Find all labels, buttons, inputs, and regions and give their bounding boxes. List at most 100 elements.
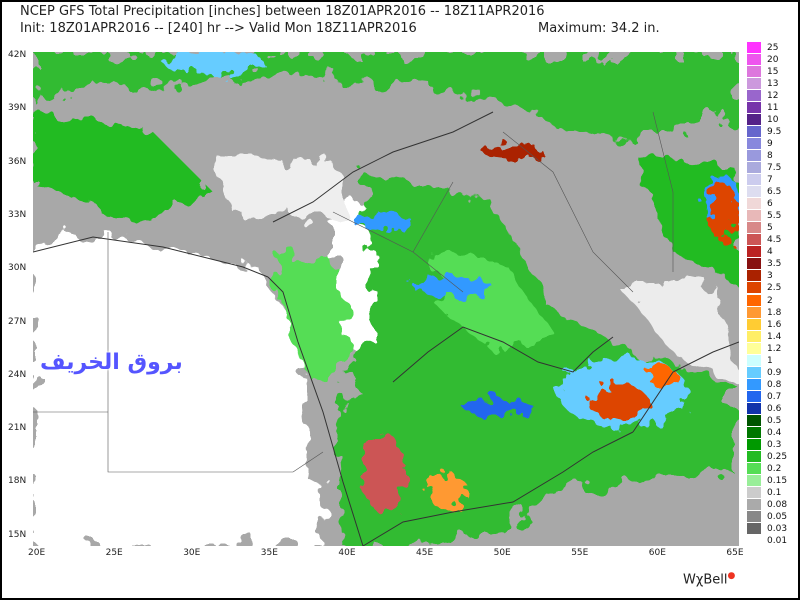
legend-level-label: 1.2 [767,343,782,354]
legend-level-label: 4 [767,247,773,258]
legend-swatch [747,162,761,175]
legend-swatch [747,462,761,475]
legend-level-label: 3.5 [767,259,782,270]
legend-level-label: 0.2 [767,463,782,474]
legend-level-label: 12 [767,91,779,102]
legend-level-label: 10 [767,115,779,126]
lon-label: 65E [726,548,744,558]
lat-label: 39N [8,103,27,114]
legend-level-label: 0.1 [767,487,782,498]
legend-level-label: 13 [767,79,779,90]
lon-label: 45E [416,548,434,558]
legend-swatch [747,102,761,115]
legend-level-label: 0.15 [767,475,788,486]
legend-swatch [747,498,761,511]
legend-swatch [747,378,761,391]
legend-level-label: 3 [767,271,773,282]
lat-label: 15N [8,529,27,540]
brand-text: WχBell [683,572,728,588]
legend-level-label: 6 [767,199,773,210]
legend-level-label: 0.5 [767,415,782,426]
legend-swatch [747,450,761,463]
legend-level-label: 5 [767,223,773,234]
legend-swatch [747,258,761,271]
legend-swatch [747,138,761,151]
legend-swatch [747,54,761,67]
legend-swatch [747,402,761,415]
legend-level-label: 2 [767,295,773,306]
borders [33,111,674,473]
lat-label: 18N [8,476,27,487]
legend-level-label: 0.7 [767,391,782,402]
lat-label: 42N [8,50,27,60]
legend-swatch [747,354,761,367]
lon-label: 20E [28,548,46,558]
legend-swatch [747,186,761,199]
legend-swatch [747,330,761,343]
legend-swatch [747,510,761,523]
legend-level-label: 6.5 [767,187,782,198]
lon-label: 30E [183,548,201,558]
legend-swatch [747,414,761,427]
legend-level-label: 1.6 [767,319,782,330]
legend-swatch [747,78,761,91]
legend-level-label: 0.05 [767,511,788,522]
lon-label: 40E [338,548,356,558]
legend-level-label: 1 [767,355,773,366]
legend-level-label: 0.08 [767,499,788,510]
legend-swatch [747,126,761,139]
legend-swatch [747,90,761,103]
legend-level-label: 15 [767,67,779,78]
legend-swatch [747,438,761,451]
legend-swatch [747,42,761,55]
lon-label: 25E [105,548,123,558]
wxbell-logo: WχBell● [683,571,735,587]
legend-swatch [747,234,761,247]
legend-swatch [747,210,761,223]
legend-swatch [747,306,761,319]
legend-level-label: 11 [767,103,779,114]
legend-swatch [747,282,761,295]
legend-swatch [747,114,761,127]
legend-swatch [747,198,761,211]
legend-swatch [747,486,761,499]
legend-swatch [747,366,761,379]
legend-level-label: 0.8 [767,379,782,390]
precip-red [361,144,737,512]
legend-level-label: 0.9 [767,367,782,378]
legend-swatch [747,222,761,235]
legend-swatch [747,174,761,187]
legend-swatch [747,150,761,163]
legend-level-label: 0.6 [767,403,782,414]
legend-level-label: 20 [767,55,779,66]
legend-level-label: 4.5 [767,235,782,246]
lat-label: 30N [8,263,27,274]
maximum-label: Maximum: 34.2 in. [538,21,660,36]
lon-label: 35E [260,548,278,558]
lat-label: 27N [8,316,27,327]
brand-dot-icon: ● [727,571,736,581]
legend-level-label: 0.4 [767,427,782,438]
legend-swatch [747,270,761,283]
lat-label: 21N [8,423,27,434]
lon-label: 60E [648,548,666,558]
legend-level-label: 1.8 [767,307,782,318]
legend-level-label: 9.5 [767,127,782,138]
legend-swatch [747,294,761,307]
legend-level-label: 7.5 [767,163,782,174]
legend-swatch [747,534,761,547]
watermark-text: بروق الخريف [40,350,183,375]
title-line-2: Init: 18Z01APR2016 -- [240] hr --> Valid… [20,21,417,36]
legend-swatch [747,474,761,487]
legend-swatch [747,426,761,439]
legend-level-label: 9 [767,139,773,150]
precipitation-map [33,52,739,546]
legend-level-label: 0.3 [767,439,782,450]
lon-label: 55E [571,548,589,558]
lat-label: 33N [8,209,27,220]
legend-level-label: 8 [767,151,773,162]
legend-level-label: 7 [767,175,773,186]
legend-level-label: 0.25 [767,451,788,462]
lon-label: 50E [493,548,511,558]
lat-label: 36N [8,156,27,167]
